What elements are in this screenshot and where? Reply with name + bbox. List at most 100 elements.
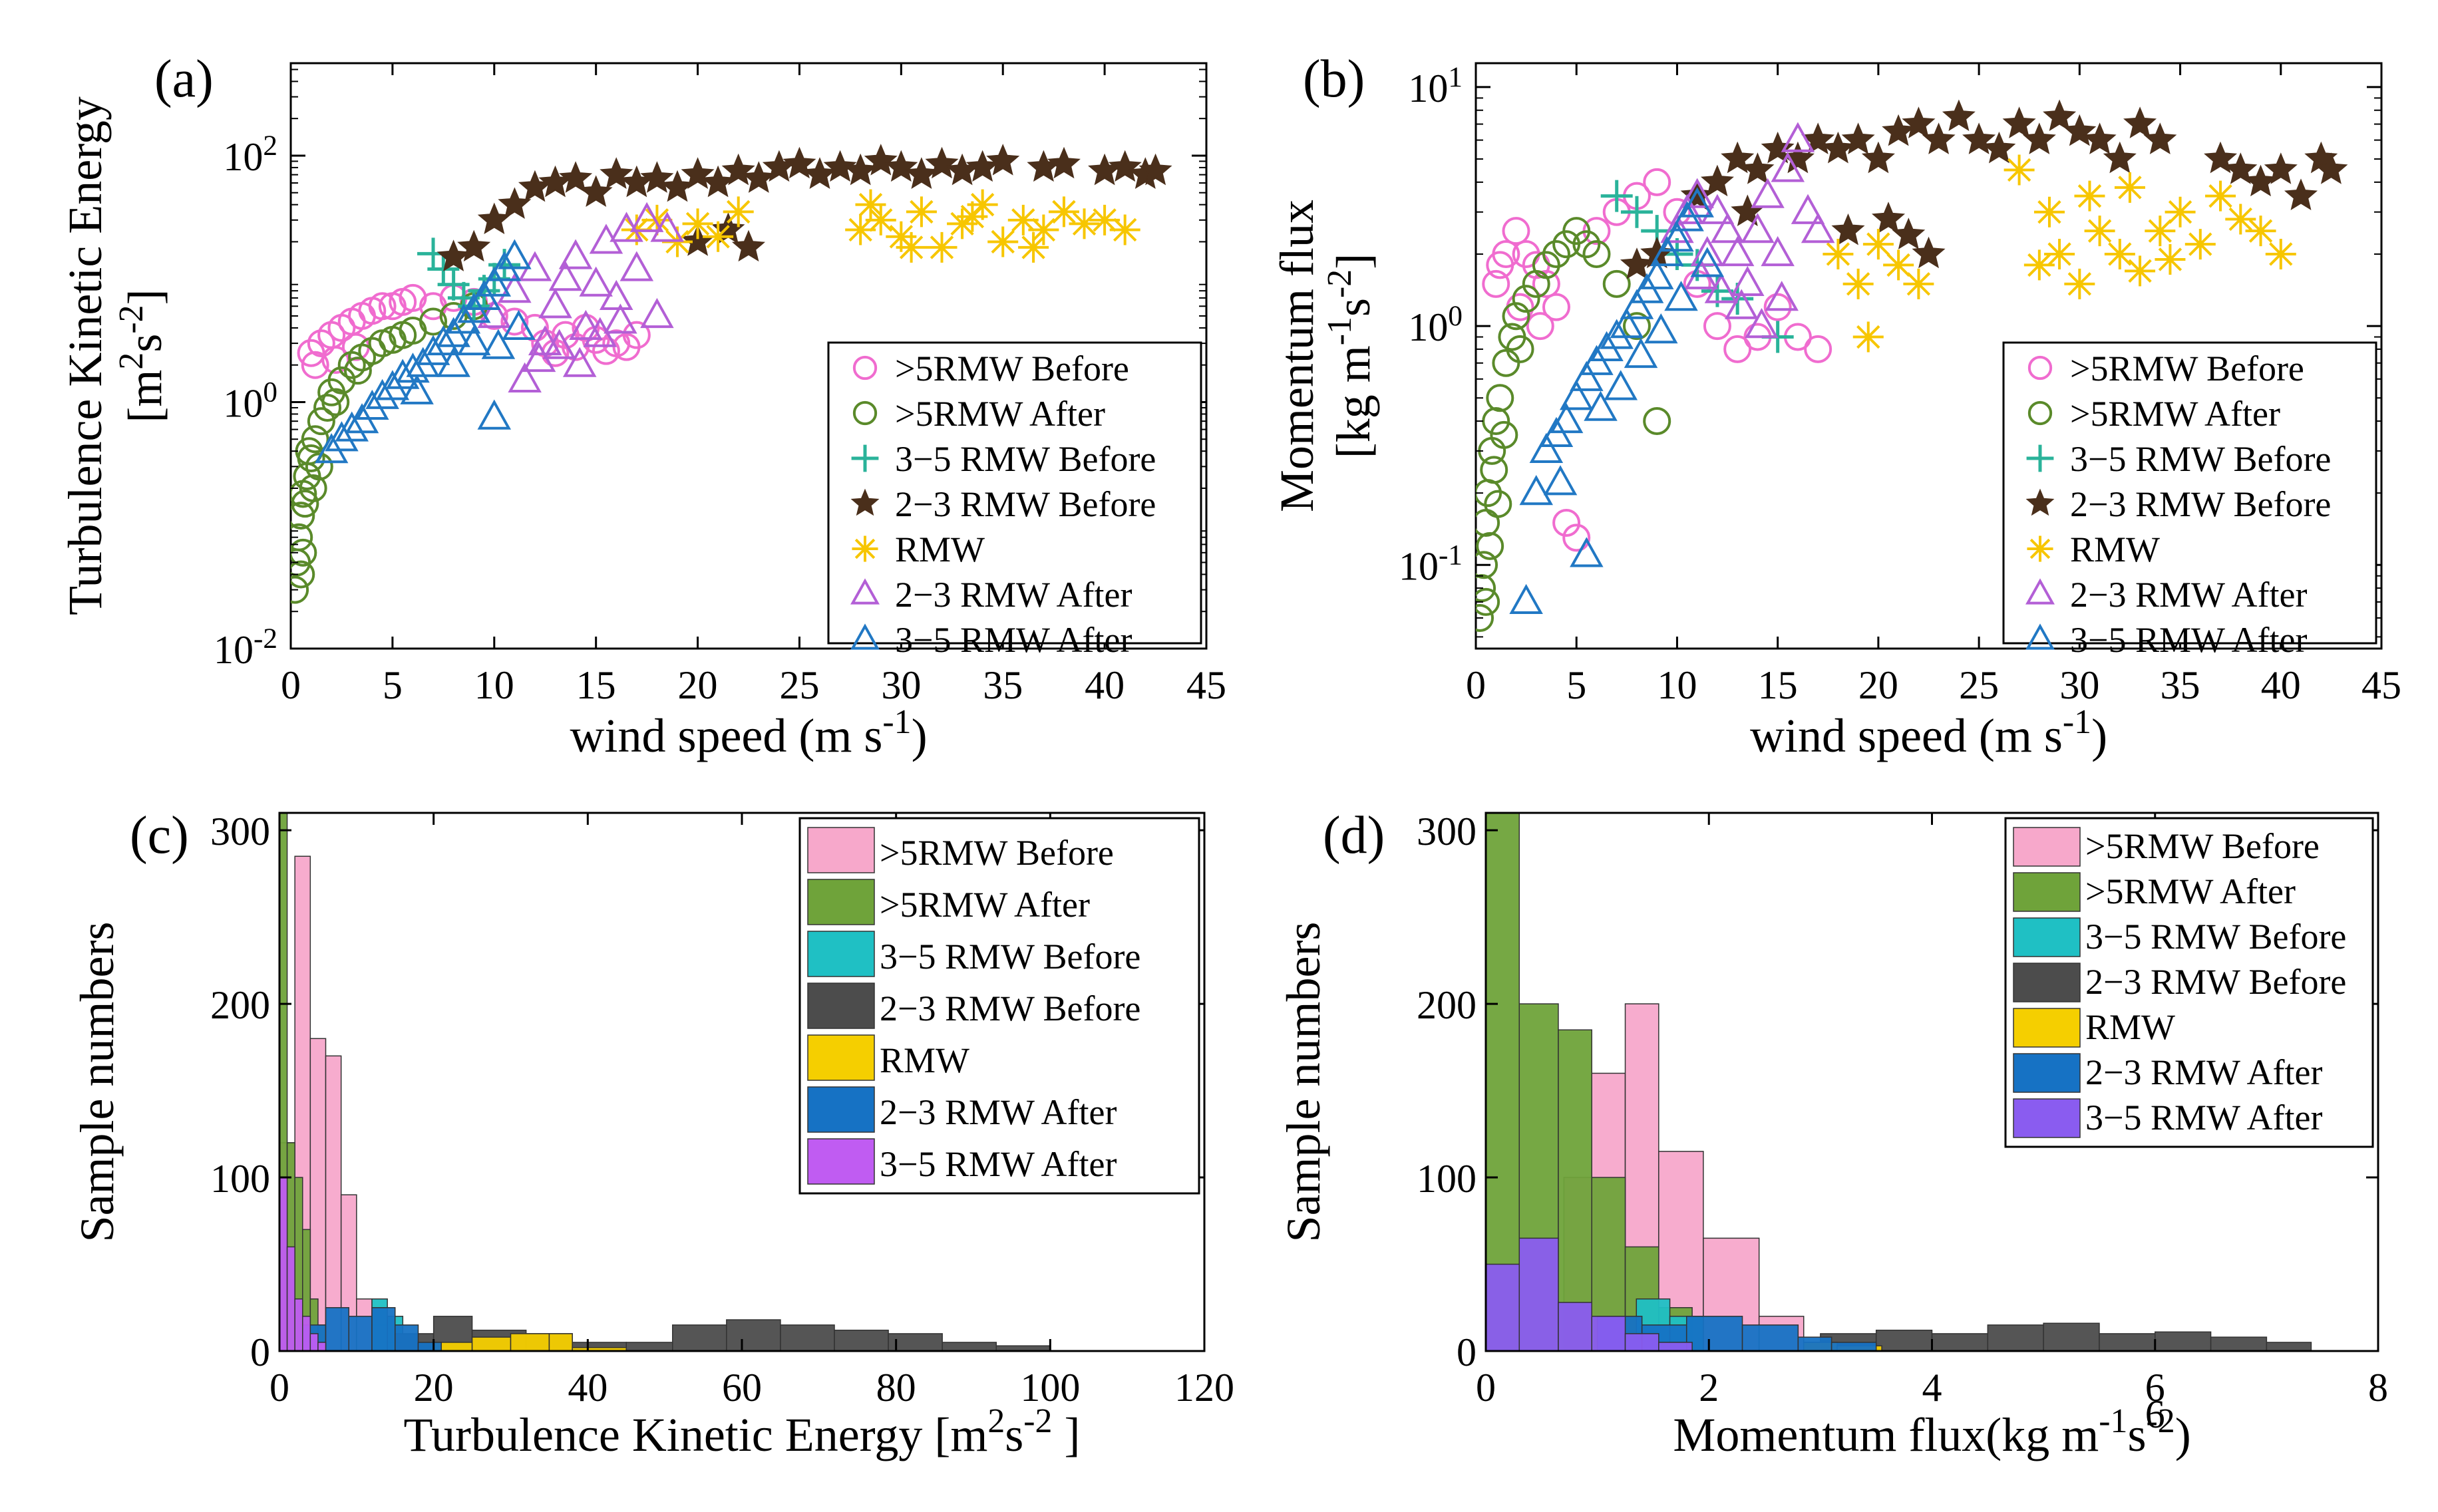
legend-entry: 3−5 RMW Before (807, 931, 1140, 977)
data-point (844, 153, 878, 186)
data-point (1542, 293, 1570, 321)
legend-label: 2−3 RMW After (880, 1092, 1117, 1132)
histogram-bar (548, 1333, 573, 1352)
data-point (1502, 217, 1530, 245)
legend-entry: 2−3 RMW Before (2013, 962, 2346, 1002)
label-part: 10 (1408, 305, 1448, 349)
data-point (569, 309, 603, 341)
histogram-bar (1558, 1029, 1592, 1352)
data-point (2074, 180, 2105, 212)
label-superscript: 2 (263, 130, 277, 161)
data-point (1660, 222, 1694, 252)
legend-marker (850, 578, 880, 605)
x-tick-label: 8 (2368, 1366, 2388, 1410)
data-point (1562, 524, 1591, 552)
series-2-3-rmw-after (1660, 122, 1835, 339)
y-tick-label: 200 (210, 983, 270, 1027)
histogram-bar (417, 1342, 442, 1352)
data-point (2123, 106, 2157, 138)
x-tick-label: 20 (678, 663, 718, 707)
data-point (1745, 308, 1779, 339)
data-point (1643, 407, 1671, 436)
data-point (1584, 390, 1618, 421)
data-point (2155, 243, 2186, 275)
data-point (599, 279, 633, 311)
histogram-bar (1624, 1333, 1659, 1352)
label-part: wind speed (m s (570, 709, 882, 762)
data-point (477, 297, 512, 329)
data-point (1018, 231, 1049, 263)
data-point (1028, 214, 1059, 245)
data-point (2165, 196, 2196, 227)
legend-marker (2027, 535, 2053, 562)
histogram-bar (726, 1319, 781, 1352)
data-point (986, 144, 1020, 176)
y-axis-label-units: [m2s-2] (112, 289, 172, 422)
data-point (562, 347, 597, 377)
legend-swatch (2013, 917, 2081, 957)
label-part: [m (118, 370, 172, 423)
data-point (1720, 235, 1755, 267)
legend-entry: 3−5 RMW Before (2026, 439, 2331, 479)
data-point (457, 229, 491, 262)
data-point (1602, 269, 1631, 298)
panel-label: (a) (154, 50, 214, 108)
data-point (2224, 152, 2258, 184)
histogram-bar (1591, 1316, 1626, 1352)
label-superscript: 1 (1448, 61, 1463, 92)
histogram-bar (834, 1329, 889, 1352)
histogram-bar (1558, 1302, 1592, 1352)
legend-label: RMW (2085, 1007, 2175, 1047)
legend-label: 2−3 RMW Before (895, 484, 1156, 524)
legend: >5RMW Before >5RMW After 3−5 RMW Before 2−3… (798, 817, 1200, 1195)
histogram-bar (2043, 1322, 2100, 1352)
label-part: ] (1327, 253, 1380, 269)
legend-entry: 3−5 RMW After (2013, 1098, 2322, 1138)
legend-label: 2−3 RMW Before (880, 988, 1140, 1028)
data-point (1108, 150, 1142, 182)
data-point (845, 214, 876, 245)
data-point (1570, 537, 1604, 567)
y-axis-label-units: [kg m-1s-2] (1321, 253, 1381, 458)
histogram-bar (1931, 1333, 1989, 1352)
legend-entry: >5RMW Before (2013, 826, 2320, 867)
data-point (365, 378, 399, 409)
legend-swatch (807, 931, 875, 977)
data-point (925, 146, 959, 179)
data-point (2033, 196, 2065, 227)
data-point (2022, 122, 2056, 154)
data-point (307, 407, 335, 436)
data-point (884, 150, 918, 182)
data-point (456, 325, 491, 356)
histogram-bar (1518, 1237, 1559, 1352)
legend-swatch (2013, 827, 2081, 867)
label-superscript: 0 (1448, 301, 1463, 332)
label-superscript: -1 (1321, 317, 1359, 345)
histogram-bar (1658, 1342, 1693, 1352)
legend-marker (2026, 444, 2054, 472)
legend-entry: >5RMW After (2027, 394, 2280, 434)
label-part: -1 (882, 703, 911, 741)
legend-entry: 3−5 RMW Before (851, 439, 1156, 479)
data-point (1482, 407, 1510, 436)
legend-label: RMW (2070, 529, 2160, 569)
legend-marker (852, 355, 878, 380)
data-point (2104, 238, 2135, 269)
legend: >5RMW Before >5RMW After 3−5 RMW Before 2−3… (827, 341, 1202, 660)
data-point (1600, 180, 1633, 212)
legend: >5RMW Before >5RMW After 3−5 RMW Before 2−3… (2002, 341, 2377, 660)
data-point (1486, 384, 1514, 412)
data-point (1821, 131, 1855, 164)
legend-swatch (807, 983, 875, 1029)
data-point (558, 239, 593, 269)
data-point (291, 560, 315, 589)
y-tick-label: 100 (1408, 301, 1463, 350)
data-point (427, 325, 460, 356)
data-point (1549, 402, 1584, 434)
data-point (2205, 180, 2236, 212)
data-point (1731, 265, 1765, 296)
x-tick-label: 20 (414, 1366, 454, 1410)
data-point (1852, 321, 1884, 353)
legend-label: >5RMW After (2070, 394, 2280, 434)
data-point (1781, 122, 1815, 152)
